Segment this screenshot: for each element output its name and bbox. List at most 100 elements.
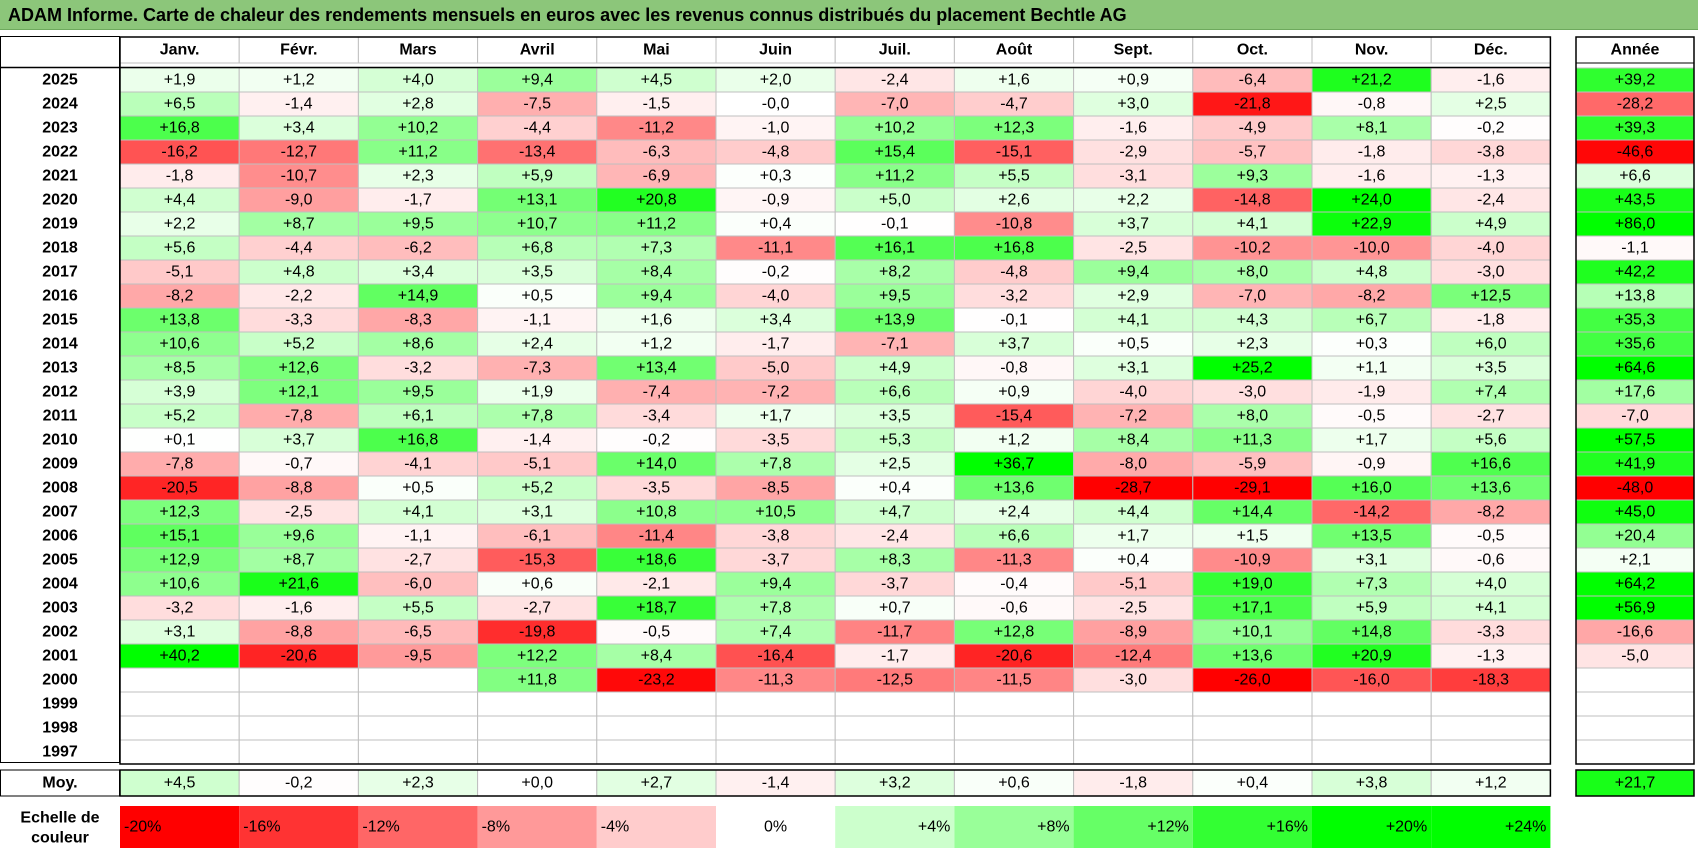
cell-value-label: +10,8	[636, 504, 677, 521]
cell-value-label: +21,6	[279, 576, 320, 593]
cell-value-label: +4,9	[879, 360, 911, 377]
cell-value-label: -2,2	[285, 288, 313, 305]
cell-value-label: -0,2	[1477, 120, 1505, 137]
cell-value-label: -8,5	[762, 480, 790, 497]
year-total-cell	[1575, 67, 1695, 93]
heatmap-cell	[715, 115, 836, 141]
heatmap-cell	[1192, 67, 1313, 93]
heatmap-cell	[596, 379, 717, 405]
heatmap-cell	[357, 691, 479, 717]
heatmap-cell	[238, 547, 359, 573]
cell-value-label: +10,5	[755, 504, 796, 521]
cell-value-label: -0,0	[762, 96, 790, 113]
cell-value-label: -7,5	[523, 96, 551, 113]
column-header: Juin	[759, 42, 792, 59]
cell-value-label: +3,1	[1117, 360, 1149, 377]
year-total-cell	[1575, 667, 1695, 693]
cell-value-label: +14,9	[398, 288, 439, 305]
row-label-year: 2020	[42, 192, 78, 209]
row-label-year: 2002	[42, 624, 78, 641]
heatmap-cell	[953, 571, 1075, 597]
heatmap-cell	[1311, 259, 1432, 285]
cell-value-label: -1,5	[643, 96, 671, 113]
cell-value-label: +2,4	[521, 336, 553, 353]
color-scale-stop-label: -20%	[124, 819, 161, 836]
heatmap-cell	[596, 163, 717, 189]
cell-value-label: +20,9	[1351, 648, 1392, 665]
heatmap-cell	[596, 427, 717, 453]
cell-value-label: -6,3	[643, 144, 671, 161]
cell-value-label: -4,4	[285, 240, 313, 257]
cell-value-label: -0,2	[762, 264, 790, 281]
row-label-year: 2005	[42, 552, 78, 569]
column-header: Sept.	[1114, 42, 1153, 59]
year-total-label: +39,3	[1615, 120, 1656, 137]
cell-value-label: +4,4	[164, 192, 196, 209]
cell-value-label: +9,3	[1237, 168, 1269, 185]
cell-value-label: +0,5	[402, 480, 434, 497]
color-scale-stop-label: +20%	[1386, 819, 1427, 836]
cell-value-label: +11,2	[398, 144, 437, 161]
cell-value-label: -3,0	[1119, 672, 1147, 689]
cell-value-label: +12,6	[279, 360, 320, 377]
cell-value-label: +2,5	[879, 456, 911, 473]
cell-value-label: -1,8	[1477, 312, 1505, 329]
average-value-label: +3,8	[1356, 775, 1388, 792]
heatmap-cell	[1430, 139, 1551, 165]
cell-value-label: +6,8	[521, 240, 553, 257]
cell-value-label: +8,2	[879, 264, 911, 281]
heatmap-cell	[953, 547, 1075, 573]
row-label-year: 2012	[42, 384, 78, 401]
cell-value-label: +8,1	[1356, 120, 1388, 137]
year-total-label: -5,0	[1621, 648, 1649, 665]
row-label-year: 2008	[42, 480, 78, 497]
cell-value-label: -10,8	[996, 216, 1033, 233]
column-header-cell	[357, 36, 479, 64]
cell-value-label: +0,5	[521, 288, 553, 305]
cell-value-label: -2,5	[1119, 240, 1147, 257]
cell-value-label: -1,4	[285, 96, 313, 113]
row-label-year: 2018	[42, 240, 78, 257]
cell-value-label: -4,9	[1239, 120, 1267, 137]
cell-value-label: +7,4	[760, 624, 792, 641]
heatmap-cell	[596, 715, 717, 741]
cell-value-label: +1,6	[998, 72, 1030, 89]
cell-value-label: -28,7	[1115, 480, 1152, 497]
cell-value-label: +4,3	[1237, 312, 1269, 329]
heatmap-cell	[1311, 619, 1432, 645]
year-total-cell	[1575, 715, 1695, 741]
color-scale-swatch	[596, 806, 716, 848]
heatmap-cell	[715, 139, 836, 165]
cell-value-label: -3,8	[1477, 144, 1505, 161]
heatmap-cell	[1073, 739, 1194, 765]
average-cell	[953, 769, 1075, 797]
cell-value-label: +4,0	[1475, 576, 1507, 593]
heatmap-cell	[953, 451, 1075, 477]
cell-value-label: +4,7	[879, 504, 911, 521]
heatmap-cell	[119, 163, 240, 189]
heatmap-cell	[1073, 187, 1194, 213]
cell-value-label: +18,7	[636, 600, 677, 617]
cell-value-label: -12,5	[877, 672, 914, 689]
cell-value-label: +4,1	[402, 504, 434, 521]
cell-value-label: +7,8	[521, 408, 553, 425]
cell-value-label: -1,3	[1477, 648, 1505, 665]
cell-value-label: +4,0	[402, 72, 434, 89]
color-scale-stop-label: -4%	[601, 819, 629, 836]
cell-value-label: +3,9	[164, 384, 196, 401]
cell-value-label: +1,7	[1356, 432, 1388, 449]
cell-value-label: -0,6	[1477, 552, 1505, 569]
heatmap-cell	[715, 283, 836, 309]
heatmap-cell	[357, 379, 479, 405]
heatmap-cell	[238, 235, 359, 261]
cell-value-label: +7,8	[760, 600, 792, 617]
cell-value-label: -7,3	[523, 360, 551, 377]
heatmap-cell	[834, 691, 955, 717]
heatmap-cell	[596, 283, 717, 309]
cell-value-label: -9,0	[285, 192, 313, 209]
cell-value-label: -4,0	[1119, 384, 1147, 401]
heatmap-cell	[119, 715, 240, 741]
heatmap-cell	[834, 475, 955, 501]
heatmap-cell	[1192, 691, 1313, 717]
cell-value-label: +3,1	[521, 504, 553, 521]
